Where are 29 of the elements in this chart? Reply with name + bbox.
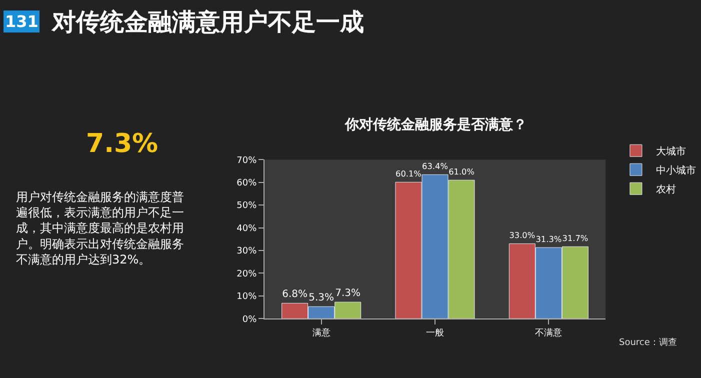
source-note: Source：调查 bbox=[619, 337, 677, 348]
chart-title: 对传统金融满意用户不足一成 bbox=[51, 8, 364, 36]
legend-label: 中小城市 bbox=[656, 164, 696, 176]
data-label: 7.3% bbox=[335, 288, 361, 300]
data-label: 63.4% bbox=[422, 161, 448, 172]
data-label: 5.3% bbox=[308, 292, 334, 304]
chart-subtitle: 你对传统金融服务是否满意？ bbox=[344, 116, 527, 133]
data-label: 33.0% bbox=[509, 230, 536, 240]
data-label: 60.1% bbox=[396, 168, 422, 179]
x-tick-label: 不满意 bbox=[535, 327, 562, 338]
data-label: 6.8% bbox=[282, 289, 308, 300]
text: 用户对传统金融服务的满意度普遍很低，表示满意的用户不足一成，其中满意度最高的是农村用户。明确表示出对传统金融服务不满意的用户达到32%。 bbox=[16, 190, 184, 266]
legend-label: 农村 bbox=[656, 184, 676, 196]
y-tick-label: 50% bbox=[236, 201, 258, 212]
data-label: 31.3% bbox=[536, 234, 562, 244]
data-label: 31.7% bbox=[562, 233, 588, 244]
y-tick-label: 20% bbox=[236, 269, 258, 280]
text: 7.3% bbox=[86, 129, 158, 159]
y-tick-label: 40% bbox=[236, 224, 258, 234]
legend-label: 大城市 bbox=[656, 146, 686, 158]
y-tick-label: 10% bbox=[236, 292, 258, 302]
y-tick-label: 60% bbox=[236, 178, 258, 189]
y-tick-label: 30% bbox=[236, 246, 258, 257]
y-tick-label: 0% bbox=[242, 314, 258, 325]
data-label: 61.0% bbox=[448, 166, 475, 177]
text: 131 bbox=[5, 12, 38, 31]
x-tick-label: 一般 bbox=[426, 327, 444, 338]
x-tick-label: 满意 bbox=[312, 327, 330, 338]
y-tick-label: 70% bbox=[236, 156, 258, 166]
